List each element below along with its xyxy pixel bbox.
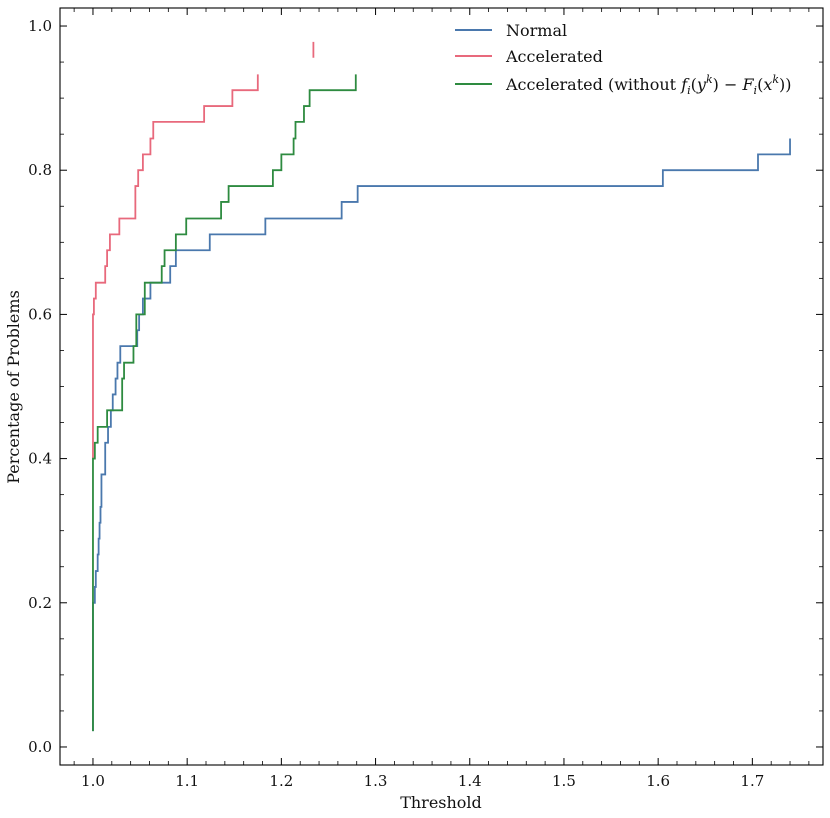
legend-label-math-k2: k [772,73,779,86]
legend-label-math-i2: i [754,84,758,97]
x-tick-label: 1.6 [646,772,670,790]
legend-label-math-minus: ) − [713,75,743,94]
series-line-accelerated [92,74,259,459]
series-line-accelerated-without [92,74,357,732]
ticks-layer: 1.0 1.1 1.2 1.3 1.4 1.5 1.6 1.7 0.0 0.2 0.4 0.6 0.8 1… [28,8,823,790]
legend-label-math-k1: k [706,73,713,86]
x-tick-label: 1.1 [175,772,199,790]
x-tick-label: 1.2 [269,772,293,790]
y-tick-label: 0.8 [28,161,52,179]
legend-label-math-paren2: ( [757,75,763,94]
legend-label-math-x: x [763,75,772,94]
legend-label-math-y: y [696,75,707,94]
series-line-normal [92,138,791,732]
legend-label-accelerated-without: Accelerated (without fi(yk) − Fi(xk)) [505,73,792,97]
y-tick-label: 0.0 [28,738,52,756]
legend-label-math-close: )) [779,75,791,94]
x-tick-label: 1.5 [552,772,576,790]
y-tick-label: 0.2 [28,594,52,612]
x-tick-label: 1.4 [458,772,482,790]
y-axis-label: Percentage of Problems [4,290,23,484]
legend: Normal Accelerated Accelerated (without … [455,21,792,97]
legend-label-normal: Normal [506,21,567,40]
legend-label-math-paren1: ( [691,75,697,94]
y-tick-label: 1.0 [28,17,52,35]
series-layer [92,41,791,732]
y-tick-label: 0.4 [28,450,52,468]
y-tick-label: 0.6 [28,305,52,323]
legend-label-math-F: F [741,75,754,94]
legend-label-math-f: f [680,75,690,94]
legend-label-math-i1: i [687,84,691,97]
x-tick-label: 1.7 [740,772,764,790]
legend-label-accelerated-without-prefix: Accelerated (without [505,75,681,94]
x-axis-label: Threshold [400,793,482,812]
legend-label-accelerated: Accelerated [505,47,603,66]
x-tick-label: 1.0 [81,772,105,790]
x-tick-label: 1.3 [364,772,388,790]
